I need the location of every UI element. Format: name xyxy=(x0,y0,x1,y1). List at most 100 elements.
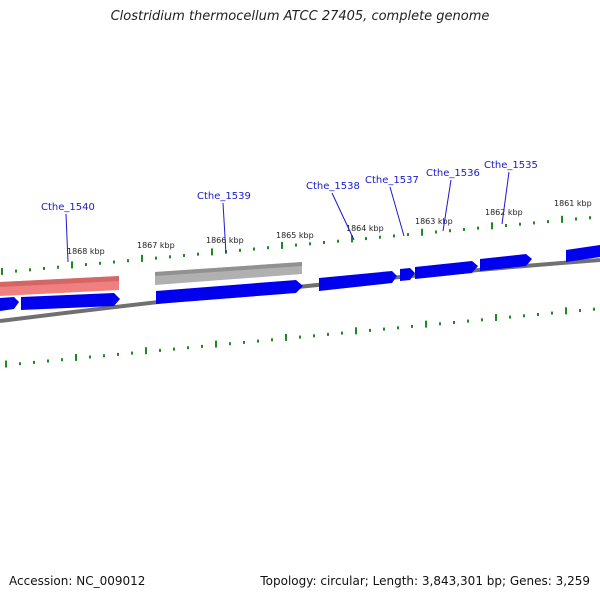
minor-tick xyxy=(85,263,87,267)
minor-tick xyxy=(61,358,63,362)
scale-label-1864: 1864 kbp xyxy=(346,224,384,233)
major-tick xyxy=(281,241,283,249)
minor-tick xyxy=(47,359,49,363)
minor-tick xyxy=(435,230,437,234)
scale-label-1867: 1867 kbp xyxy=(137,241,175,250)
minor-tick xyxy=(89,355,91,359)
gene-arrow-cthe-1537[interactable] xyxy=(400,268,415,281)
minor-tick xyxy=(379,235,381,239)
minor-tick xyxy=(369,328,371,332)
gene-arrow-cthe-1535[interactable] xyxy=(480,254,532,271)
minor-tick xyxy=(439,322,441,326)
major-tick xyxy=(355,327,357,335)
major-tick xyxy=(495,314,497,321)
minor-tick xyxy=(505,224,507,227)
minor-tick xyxy=(271,338,273,342)
minor-tick xyxy=(579,309,581,312)
map-title: Clostridium thermocellum ATCC 27405, com… xyxy=(110,9,490,24)
major-tick xyxy=(491,222,493,230)
minor-tick xyxy=(243,340,245,344)
minor-tick xyxy=(29,268,31,272)
minor-tick xyxy=(337,239,339,243)
minor-tick xyxy=(169,255,171,259)
major-tick xyxy=(421,228,423,236)
minor-tick xyxy=(113,260,115,264)
minor-tick xyxy=(589,216,591,220)
gene-label-cthe-1537[interactable]: Cthe_1537 xyxy=(365,175,419,186)
minor-tick xyxy=(481,318,483,322)
minor-tick xyxy=(449,229,451,233)
minor-tick xyxy=(253,247,255,251)
minor-tick xyxy=(99,261,101,265)
minor-tick xyxy=(299,335,301,339)
gene-arrow[interactable] xyxy=(156,280,303,304)
minor-tick xyxy=(229,342,231,346)
major-tick xyxy=(351,235,353,243)
minor-tick xyxy=(383,327,385,331)
minor-tick xyxy=(159,348,161,352)
gene-track xyxy=(0,245,600,311)
major-tick xyxy=(141,254,143,262)
minor-tick xyxy=(393,234,395,238)
major-tick xyxy=(71,261,73,269)
minor-tick xyxy=(267,246,269,250)
minor-tick xyxy=(313,334,315,338)
gene-arrow[interactable] xyxy=(566,245,600,262)
gene-labels: Cthe_1540 Cthe_1539 Cthe_1538 Cthe_1537 … xyxy=(41,160,538,213)
gene-label-cthe-1539[interactable]: Cthe_1539 xyxy=(197,191,251,202)
minor-tick xyxy=(155,256,157,260)
gene-arrow[interactable] xyxy=(21,293,120,310)
minor-tick xyxy=(187,346,189,350)
minor-tick xyxy=(15,269,17,273)
gene-arrow[interactable] xyxy=(0,297,19,311)
minor-tick xyxy=(201,344,203,348)
minor-tick xyxy=(57,265,59,269)
major-tick xyxy=(5,360,7,368)
minor-tick xyxy=(127,259,129,263)
minor-tick xyxy=(523,314,525,318)
minor-tick xyxy=(519,222,521,226)
minor-tick xyxy=(43,267,45,270)
minor-tick xyxy=(407,233,409,237)
scale-label-1868: 1868 kbp xyxy=(67,247,105,256)
gene-arrow-cthe-1538[interactable] xyxy=(319,271,397,291)
genome-summary-text: Topology: circular; Length: 3,843,301 bp… xyxy=(260,574,590,588)
minor-tick xyxy=(537,313,539,316)
major-tick xyxy=(211,248,213,256)
gene-label-leaders xyxy=(65,171,510,263)
minor-tick xyxy=(173,347,175,351)
minor-tick xyxy=(547,220,549,224)
major-tick xyxy=(75,353,77,361)
minor-tick xyxy=(327,332,329,336)
minor-tick xyxy=(463,227,465,231)
minor-tick xyxy=(477,226,479,230)
minor-tick xyxy=(411,324,413,328)
minor-tick xyxy=(533,221,535,225)
gene-label-cthe-1536[interactable]: Cthe_1536 xyxy=(426,168,480,179)
major-tick xyxy=(1,267,3,275)
minor-tick xyxy=(323,241,325,244)
scale-labels: 1868 kbp 1867 kbp 1866 kbp 1865 kbp 1864… xyxy=(67,199,592,256)
minor-tick xyxy=(365,237,367,241)
gene-label-cthe-1540[interactable]: Cthe_1540 xyxy=(41,202,95,213)
minor-tick xyxy=(103,354,105,358)
gene-arrow-cthe-1536[interactable] xyxy=(415,261,478,279)
minor-tick xyxy=(197,252,199,256)
minor-tick xyxy=(33,360,35,364)
minor-tick xyxy=(341,331,343,335)
minor-tick xyxy=(397,326,399,330)
scale-label-1863: 1863 kbp xyxy=(415,217,453,226)
minor-tick xyxy=(183,254,185,257)
lower-scale-ticks xyxy=(5,307,595,368)
minor-tick xyxy=(117,352,119,356)
scale-label-1865: 1865 kbp xyxy=(276,231,314,240)
gene-label-cthe-1538[interactable]: Cthe_1538 xyxy=(306,181,360,192)
minor-tick xyxy=(551,311,553,315)
major-tick xyxy=(215,340,217,348)
minor-tick xyxy=(295,243,297,247)
minor-tick xyxy=(509,315,511,319)
minor-tick xyxy=(19,362,21,366)
minor-tick xyxy=(467,319,469,323)
gene-label-cthe-1535[interactable]: Cthe_1535 xyxy=(484,160,538,171)
